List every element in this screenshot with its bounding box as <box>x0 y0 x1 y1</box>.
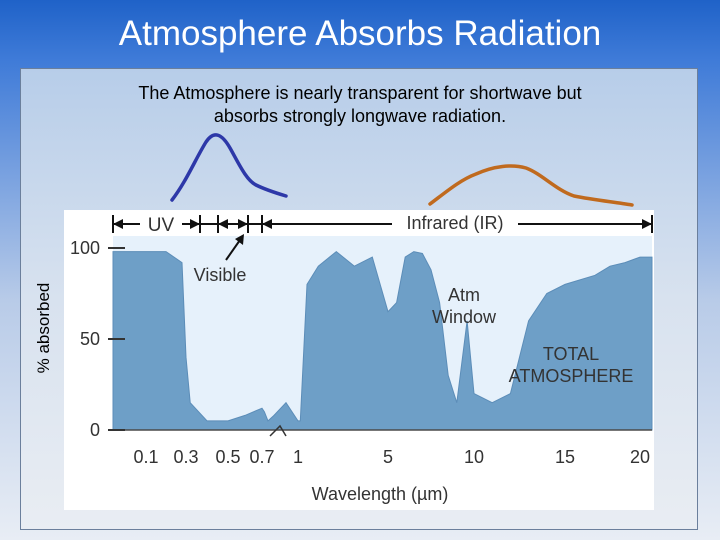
x-tick-label: 5 <box>383 447 393 467</box>
band-arrowhead <box>113 219 123 229</box>
total-atmosphere-label-line2: ATMOSPHERE <box>509 366 634 386</box>
x-tick-label: 20 <box>630 447 650 467</box>
y-tick-label: 0 <box>90 420 100 440</box>
visible-arrow <box>225 239 241 261</box>
x-tick-label: 1 <box>293 447 303 467</box>
band-arrowhead <box>190 219 200 229</box>
total-atmosphere-label-line1: TOTAL <box>543 344 599 364</box>
band-arrowhead <box>238 219 248 229</box>
atm-window-label-line2: Window <box>432 307 497 327</box>
slide-subtitle: The Atmosphere is nearly transparent for… <box>138 83 582 126</box>
band-label-uv: UV <box>148 215 175 236</box>
x-tick-label: 0.3 <box>173 447 198 467</box>
band-arrowhead <box>218 219 228 229</box>
x-tick-label: 0.5 <box>215 447 240 467</box>
y-tick-label: 100 <box>70 238 100 258</box>
y-tick-label: 50 <box>80 329 100 349</box>
longwave-spectrum-curve <box>428 164 634 207</box>
x-tick-label: 0.1 <box>133 447 158 467</box>
band-arrowhead <box>642 219 652 229</box>
atm-window-label-line1: Atm <box>448 285 480 305</box>
shortwave-spectrum-curve <box>170 133 288 202</box>
visible-label: Visible <box>194 265 247 285</box>
x-axis-label: Wavelength (µm) <box>312 484 449 504</box>
visible-arrowhead <box>235 234 244 245</box>
x-tick-label: 15 <box>555 447 575 467</box>
band-label-ir: Infrared (IR) <box>406 213 503 233</box>
x-tick-label: 0.7 <box>249 447 274 467</box>
x-tick-label: 10 <box>464 447 484 467</box>
slide-title: Atmosphere Absorbs Radiation <box>118 14 602 53</box>
absorption-area <box>112 250 653 431</box>
axis-break-marker <box>269 424 287 437</box>
band-arrowhead <box>262 219 272 229</box>
